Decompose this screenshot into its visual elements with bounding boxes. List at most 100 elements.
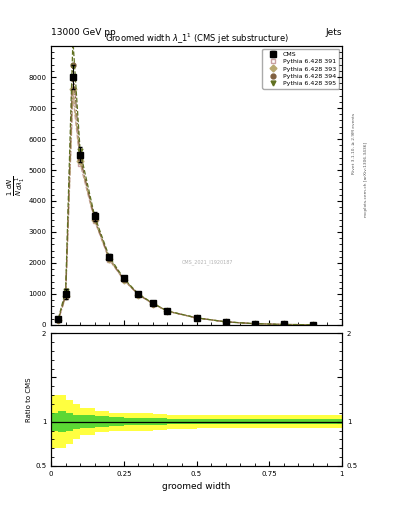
Bar (196, 419, 226, 424)
Text: Jets: Jets (325, 28, 342, 37)
Pythia 6.428 394 (281, 322, 286, 328)
Pythia 6.428 395 (252, 321, 257, 327)
Bar (95, 411, 109, 432)
Pythia 6.428 391 (56, 317, 61, 324)
Text: CMS_2021_I1920187: CMS_2021_I1920187 (182, 260, 233, 265)
Bar (284, 415, 313, 428)
Bar (80, 409, 95, 435)
Pythia 6.428 393 (281, 322, 286, 328)
Pythia 6.428 391 (252, 321, 257, 327)
Bar (124, 413, 138, 431)
Bar (109, 417, 124, 426)
Pythia 6.428 391 (78, 161, 83, 167)
Pythia 6.428 395 (165, 308, 170, 314)
Bar (59, 411, 66, 432)
Legend: CMS, Pythia 6.428 391, Pythia 6.428 393, Pythia 6.428 394, Pythia 6.428 395: CMS, Pythia 6.428 391, Pythia 6.428 393,… (263, 49, 339, 89)
Bar (124, 418, 138, 425)
Pythia 6.428 391 (310, 322, 315, 328)
Pythia 6.428 393 (71, 87, 75, 93)
Pythia 6.428 393 (92, 217, 97, 223)
Pythia 6.428 394 (151, 301, 155, 307)
Pythia 6.428 391 (92, 218, 97, 224)
Bar (80, 415, 95, 428)
Bar (153, 414, 167, 430)
Pythia 6.428 391 (151, 301, 155, 307)
Pythia 6.428 395 (151, 300, 155, 306)
Pythia 6.428 391 (194, 315, 199, 321)
Pythia 6.428 395 (92, 214, 97, 220)
Bar (95, 416, 109, 427)
Y-axis label: Ratio to CMS: Ratio to CMS (26, 377, 32, 422)
Bar (59, 395, 66, 448)
Bar (73, 415, 80, 429)
Pythia 6.428 395 (71, 37, 75, 43)
Pythia 6.428 394 (223, 319, 228, 325)
Bar (284, 419, 313, 424)
Pythia 6.428 395 (136, 291, 141, 297)
Pythia 6.428 393 (56, 317, 61, 323)
Pythia 6.428 394 (71, 61, 75, 68)
Pythia 6.428 394 (310, 322, 315, 328)
Bar (51, 395, 59, 448)
Bar (153, 418, 167, 425)
Text: Rivet 3.1.10, ≥ 2.9M events: Rivet 3.1.10, ≥ 2.9M events (352, 113, 356, 174)
Pythia 6.428 395 (194, 315, 199, 321)
Y-axis label: $\frac{1}{N}\frac{dN}{d\lambda_1^1}$: $\frac{1}{N}\frac{dN}{d\lambda_1^1}$ (5, 175, 27, 196)
Pythia 6.428 395 (56, 315, 61, 322)
Bar (66, 399, 73, 444)
Pythia 6.428 391 (223, 319, 228, 325)
Pythia 6.428 391 (281, 322, 286, 328)
Line: Pythia 6.428 391: Pythia 6.428 391 (56, 93, 315, 327)
Bar (226, 419, 255, 424)
Pythia 6.428 395 (121, 275, 126, 282)
Bar (167, 419, 196, 424)
Bar (73, 404, 80, 439)
Bar (109, 413, 124, 431)
Pythia 6.428 393 (63, 293, 68, 300)
Pythia 6.428 394 (107, 255, 112, 261)
Bar (255, 419, 284, 424)
Pythia 6.428 393 (136, 292, 141, 298)
Line: Pythia 6.428 394: Pythia 6.428 394 (56, 62, 315, 327)
Bar (255, 415, 284, 428)
Pythia 6.428 394 (136, 291, 141, 297)
Pythia 6.428 394 (194, 315, 199, 321)
Pythia 6.428 394 (56, 316, 61, 323)
Pythia 6.428 391 (107, 257, 112, 263)
Pythia 6.428 393 (223, 319, 228, 325)
Pythia 6.428 391 (121, 277, 126, 283)
Text: 13000 GeV pp: 13000 GeV pp (51, 28, 116, 37)
Bar (313, 419, 342, 424)
Pythia 6.428 395 (63, 288, 68, 294)
Pythia 6.428 395 (223, 319, 228, 325)
Pythia 6.428 394 (78, 155, 83, 161)
Bar (138, 418, 153, 425)
Pythia 6.428 393 (151, 301, 155, 307)
Pythia 6.428 394 (63, 291, 68, 297)
Bar (313, 415, 342, 428)
Pythia 6.428 395 (281, 322, 286, 328)
Bar (66, 413, 73, 431)
Pythia 6.428 393 (310, 322, 315, 328)
Pythia 6.428 395 (107, 253, 112, 260)
Pythia 6.428 393 (78, 158, 83, 164)
Text: mcplots.cern.ch [arXiv:1306.3436]: mcplots.cern.ch [arXiv:1306.3436] (364, 142, 367, 217)
Pythia 6.428 393 (165, 308, 170, 314)
Pythia 6.428 393 (194, 315, 199, 321)
Pythia 6.428 391 (165, 308, 170, 314)
Bar (51, 413, 59, 431)
Line: Pythia 6.428 393: Pythia 6.428 393 (56, 87, 315, 327)
Pythia 6.428 395 (310, 322, 315, 328)
Pythia 6.428 395 (78, 148, 83, 155)
Bar (138, 413, 153, 431)
Title: Groomed width $\lambda\_1^1$ (CMS jet substructure): Groomed width $\lambda\_1^1$ (CMS jet su… (105, 32, 288, 46)
Pythia 6.428 391 (136, 292, 141, 298)
Bar (196, 415, 226, 428)
Bar (226, 415, 255, 428)
Pythia 6.428 394 (252, 321, 257, 327)
Pythia 6.428 393 (107, 256, 112, 262)
Pythia 6.428 394 (121, 276, 126, 283)
Pythia 6.428 394 (92, 216, 97, 222)
Line: Pythia 6.428 395: Pythia 6.428 395 (56, 37, 315, 327)
Pythia 6.428 393 (121, 276, 126, 283)
